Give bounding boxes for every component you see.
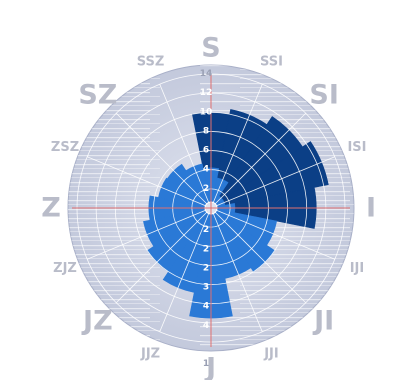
direction-label-z: Z: [41, 193, 61, 224]
direction-label-s: S: [201, 33, 220, 64]
grid-spoke: [210, 156, 335, 209]
lower-tick-label: 2: [203, 244, 209, 254]
direction-label-si: SI: [309, 79, 339, 110]
radial-tick-label: 2: [203, 184, 209, 194]
lower-tick-label: 2: [203, 225, 209, 235]
radial-tick-label: 10: [200, 107, 213, 117]
grid-spoke: [87, 207, 212, 260]
direction-label-zsz: ZSZ: [51, 140, 79, 155]
grid-spoke: [210, 112, 307, 209]
direction-label-j: J: [204, 353, 216, 380]
grid-spoke: [210, 207, 307, 304]
radial-tick-label: 14: [200, 69, 213, 79]
lower-tick-label-edge: 1: [203, 359, 209, 369]
grid-spoke: [87, 156, 212, 209]
direction-label-sz: SZ: [78, 79, 117, 110]
grid-spoke: [210, 207, 335, 260]
direction-label-jjz: JJZ: [140, 346, 160, 361]
radial-tick-label: 6: [203, 146, 209, 156]
lower-tick-label: 2: [203, 263, 209, 273]
direction-label-ji: JI: [312, 306, 334, 337]
direction-label-iji: IJI: [350, 261, 365, 276]
direction-label-ssz: SSZ: [137, 55, 165, 70]
radial-tick-label: 12: [200, 88, 213, 98]
radial-tick-label: 4: [203, 165, 209, 175]
direction-label-jz: JZ: [81, 306, 113, 337]
grid-spoke: [115, 112, 212, 209]
lower-tick-label: 4: [203, 302, 209, 312]
direction-label-jji: JJI: [263, 346, 279, 361]
grid-spoke: [210, 84, 263, 209]
grid-spoke: [115, 207, 212, 304]
direction-label-ssi: SSI: [260, 55, 283, 70]
grid-spoke: [210, 207, 263, 332]
direction-label-i: I: [366, 193, 376, 224]
direction-label-isi: ISI: [347, 140, 366, 155]
direction-label-zjz: ZJZ: [53, 261, 77, 276]
lower-tick-label: 4: [203, 321, 209, 331]
grid-spoke: [159, 207, 212, 332]
grid-spoke: [159, 84, 212, 209]
radial-tick-label: 8: [203, 126, 209, 136]
lower-tick-label: 3: [203, 283, 209, 293]
